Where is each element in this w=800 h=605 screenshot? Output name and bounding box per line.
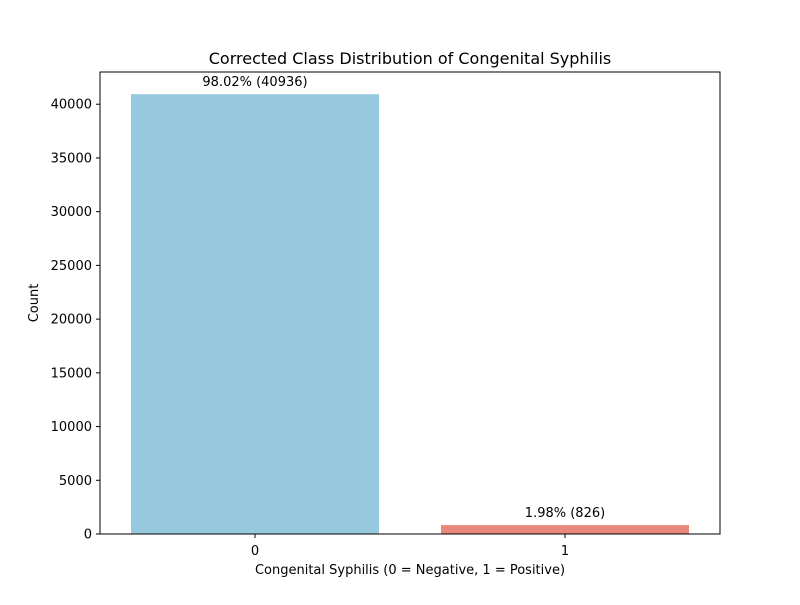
bar-data-label: 98.02% (40936) (202, 75, 307, 90)
bar-0 (131, 94, 379, 535)
y-tick-label: 5000 (59, 474, 92, 489)
y-tick-label: 40000 (51, 98, 92, 113)
x-axis-label: Congenital Syphilis (0 = Negative, 1 = P… (255, 563, 565, 578)
plot-frame (99, 71, 721, 535)
bars-layer (131, 94, 689, 535)
data-labels: 98.02% (40936) 1.98% (826) (202, 75, 605, 521)
y-axis: 0 5000 10000 15000 20000 25000 30000 35000 40000 (51, 98, 100, 543)
y-tick-label: 0 (84, 528, 92, 543)
bar-data-label: 1.98% (826) (525, 506, 605, 521)
bar-1 (441, 525, 689, 534)
y-tick-label: 20000 (51, 313, 92, 328)
y-axis-label: Count (27, 284, 42, 323)
y-tick-label: 30000 (51, 205, 92, 220)
x-tick-label: 1 (561, 544, 569, 559)
x-tick-label: 0 (251, 544, 259, 559)
y-tick-label: 25000 (51, 259, 92, 274)
chart-title: Corrected Class Distribution of Congenit… (209, 49, 612, 68)
y-tick-label: 15000 (51, 366, 92, 381)
y-tick-label: 10000 (51, 420, 92, 435)
y-tick-label: 35000 (51, 151, 92, 166)
